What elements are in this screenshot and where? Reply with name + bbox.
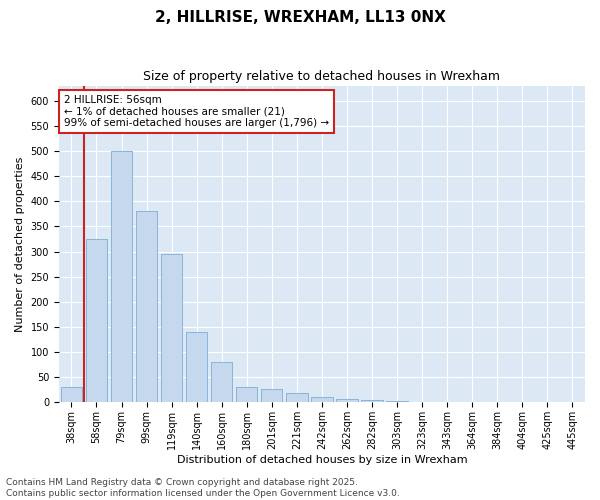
Y-axis label: Number of detached properties: Number of detached properties [15, 156, 25, 332]
Bar [111, 151, 132, 403]
Bar [211, 362, 232, 403]
Bar [386, 401, 408, 402]
Bar [361, 400, 383, 402]
Bar [86, 239, 107, 402]
Bar [261, 389, 283, 402]
Bar [286, 394, 308, 402]
Bar [186, 332, 208, 402]
Text: 2, HILLRISE, WREXHAM, LL13 0NX: 2, HILLRISE, WREXHAM, LL13 0NX [155, 10, 445, 25]
Bar [136, 212, 157, 402]
X-axis label: Distribution of detached houses by size in Wrexham: Distribution of detached houses by size … [176, 455, 467, 465]
Bar [337, 400, 358, 402]
Text: 2 HILLRISE: 56sqm
← 1% of detached houses are smaller (21)
99% of semi-detached : 2 HILLRISE: 56sqm ← 1% of detached house… [64, 95, 329, 128]
Bar [61, 388, 82, 402]
Title: Size of property relative to detached houses in Wrexham: Size of property relative to detached ho… [143, 70, 500, 83]
Bar [311, 398, 332, 402]
Text: Contains HM Land Registry data © Crown copyright and database right 2025.
Contai: Contains HM Land Registry data © Crown c… [6, 478, 400, 498]
Bar [161, 254, 182, 402]
Bar [236, 388, 257, 402]
